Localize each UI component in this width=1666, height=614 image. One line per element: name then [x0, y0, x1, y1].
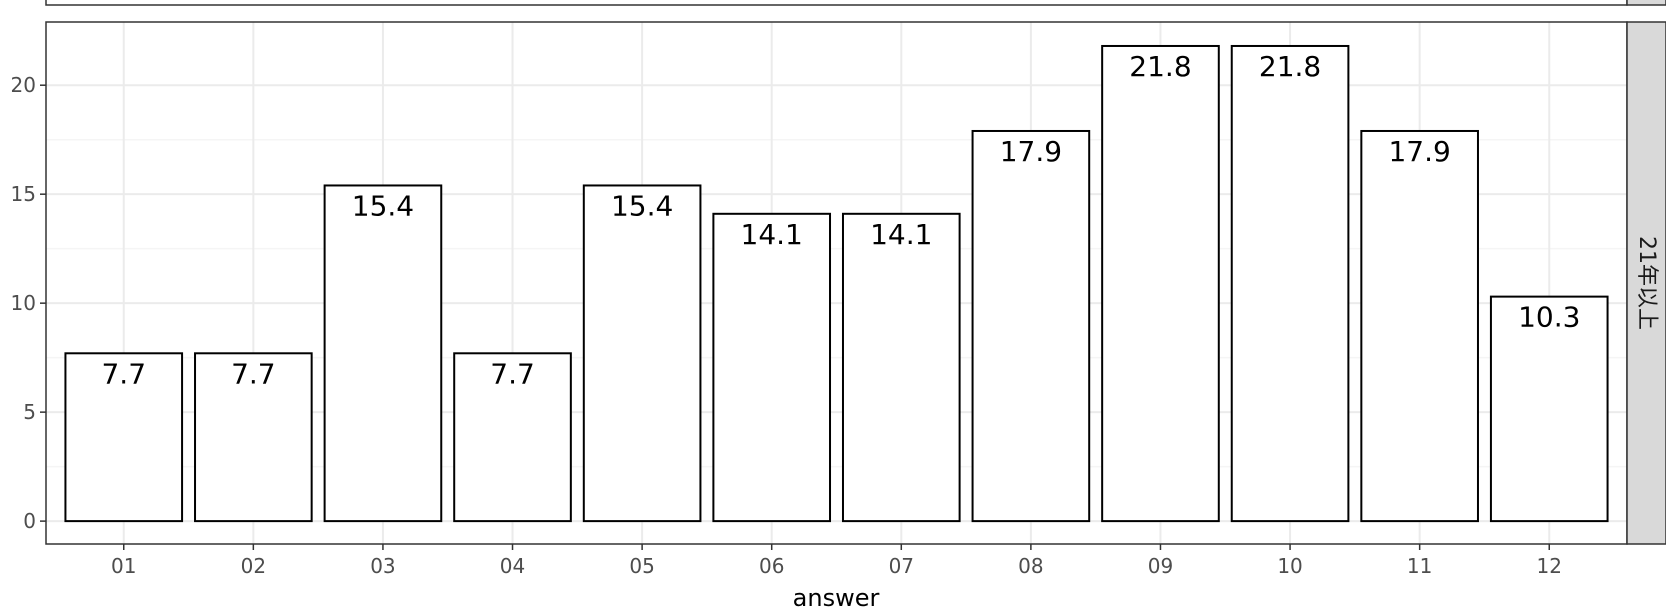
bar-value-label: 7.7	[490, 357, 535, 390]
x-tick-label: 01	[111, 554, 136, 578]
bar-value-label: 17.9	[1388, 135, 1450, 168]
bar	[323, 184, 443, 523]
y-tick-label: 20	[11, 73, 36, 97]
bar-value-label: 15.4	[352, 189, 414, 222]
bar	[582, 184, 702, 523]
y-axis: 0 5 10 15 20	[11, 73, 46, 533]
x-tick-label: 09	[1148, 554, 1173, 578]
facet-strip	[1626, 21, 1666, 545]
bar	[194, 352, 313, 523]
y-tick-label: 0	[23, 509, 36, 533]
bar-value-labels: 7.7 7.7 15.4 7.7 15.4 14.1 14.1 17.9 21.8 21.8 17.…	[101, 50, 1580, 390]
bar-value-label: 15.4	[611, 189, 673, 222]
bar-value-label: 14.1	[741, 218, 803, 251]
x-tick-label: 04	[500, 554, 525, 578]
bar-value-label: 10.3	[1518, 301, 1580, 334]
x-tick-label: 10	[1277, 554, 1302, 578]
bar	[1360, 129, 1479, 523]
bar-value-label: 17.9	[1000, 135, 1062, 168]
bar	[1230, 44, 1350, 523]
x-tick-label: 02	[241, 554, 266, 578]
bar	[453, 352, 572, 523]
y-tick-label: 15	[11, 182, 36, 206]
bar-value-label: 7.7	[101, 357, 146, 390]
bar-value-label: 21.8	[1129, 50, 1191, 83]
x-tick-label: 11	[1407, 554, 1432, 578]
bar	[1101, 44, 1220, 523]
x-tick-label: 07	[889, 554, 914, 578]
bars	[64, 44, 1609, 523]
x-tick-label: 05	[629, 554, 654, 578]
bar-value-label: 7.7	[231, 357, 276, 390]
x-axis-title: answer	[793, 584, 880, 612]
x-tick-label: 08	[1018, 554, 1043, 578]
x-tick-label: 06	[759, 554, 784, 578]
y-tick-label: 10	[11, 291, 36, 315]
y-tick-label: 5	[23, 400, 36, 424]
upper-panel-border	[45, 0, 1628, 6]
bar	[971, 129, 1091, 523]
bar	[1489, 295, 1609, 523]
bar-value-label: 21.8	[1259, 50, 1321, 83]
bar	[712, 212, 832, 523]
x-axis: 01 02 03 04 05 06 07 08 09 10 11 12	[111, 544, 1562, 578]
facet-strip-label: 21年以上	[1634, 236, 1659, 330]
bar	[841, 212, 961, 523]
upper-strip	[1626, 0, 1666, 6]
bar-value-label: 14.1	[870, 218, 932, 251]
x-tick-label: 03	[370, 554, 395, 578]
bar	[64, 352, 184, 523]
x-tick-label: 12	[1537, 554, 1562, 578]
